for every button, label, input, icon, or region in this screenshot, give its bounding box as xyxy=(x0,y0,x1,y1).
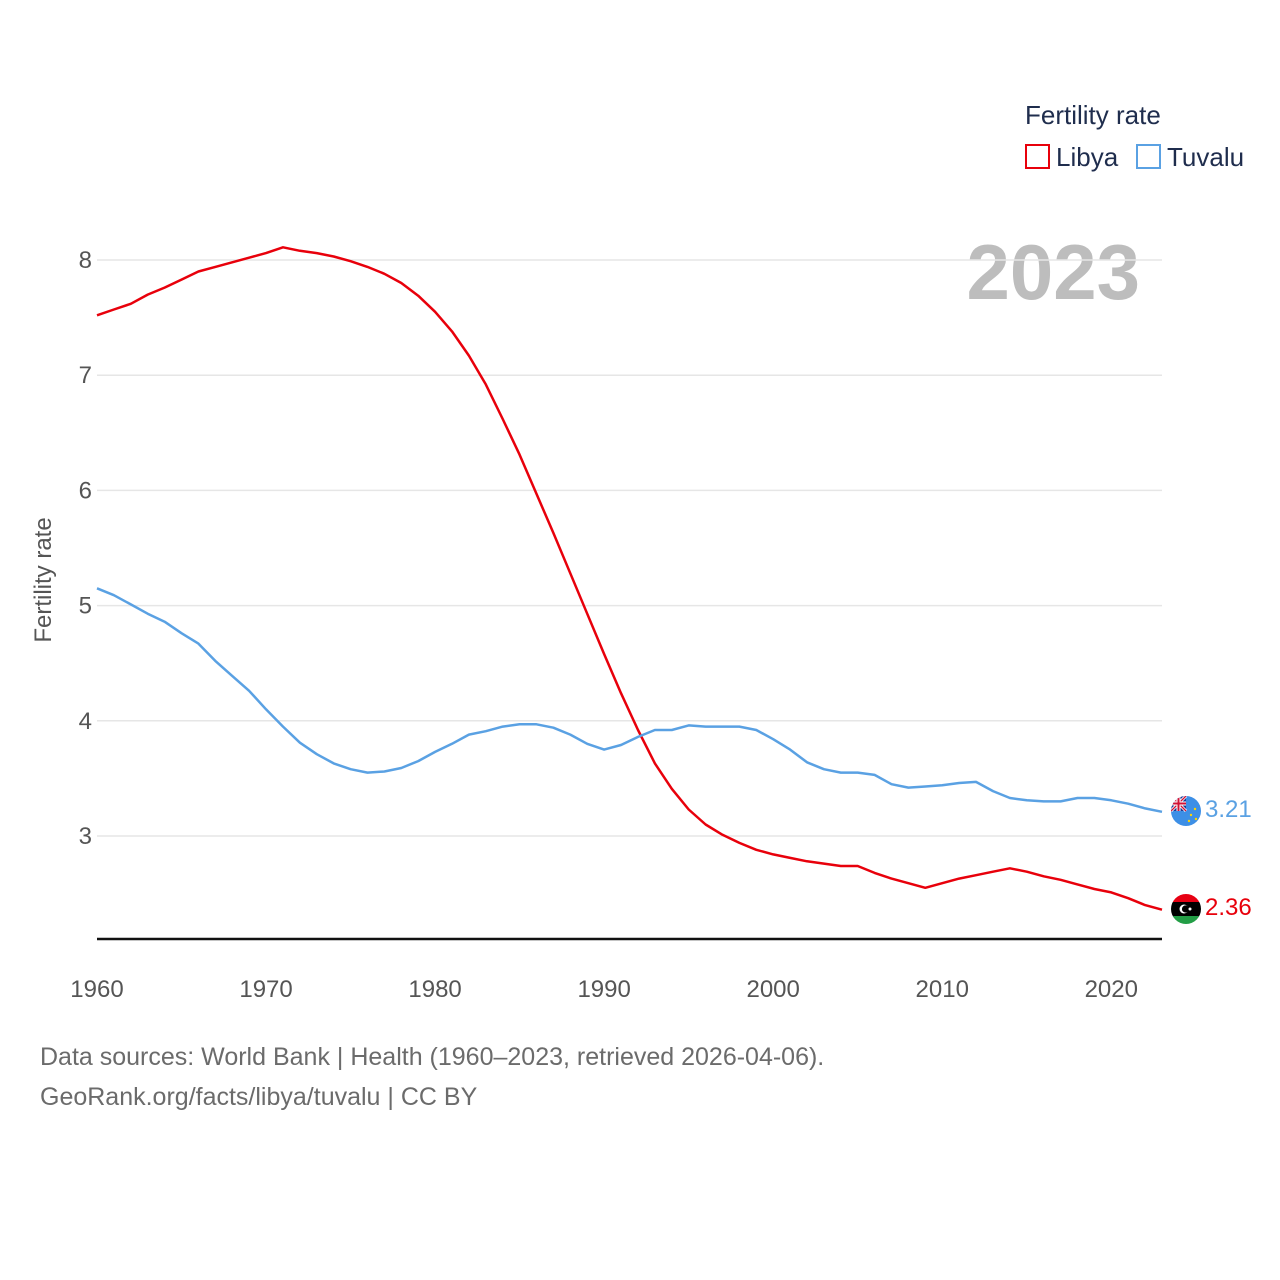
x-tick-labels: 1960 1970 1980 1990 2000 2010 2020 xyxy=(70,976,1138,1003)
tuvalu-flag-marker xyxy=(1171,796,1201,826)
y-tick-label: 5 xyxy=(79,593,92,620)
x-tick-label: 2010 xyxy=(916,976,969,1003)
y-tick-label: 7 xyxy=(79,362,92,389)
footer-sources: Data sources: World Bank | Health (1960–… xyxy=(40,1043,825,1071)
x-tick-label: 1960 xyxy=(70,976,123,1003)
series-line-libya xyxy=(96,246,1163,911)
x-tick-label: 1990 xyxy=(577,976,630,1003)
year-watermark: 2023 xyxy=(966,228,1140,316)
x-tick-label: 1980 xyxy=(408,976,461,1003)
legend-swatch-tuvalu xyxy=(1136,144,1161,169)
y-tick-label: 8 xyxy=(79,247,92,274)
x-tick-label: 2000 xyxy=(746,976,799,1003)
footer-link[interactable]: GeoRank.org/facts/libya/tuvalu | CC BY xyxy=(40,1083,478,1111)
legend-label-libya: Libya xyxy=(1056,142,1119,172)
series-lines xyxy=(96,246,1163,911)
gridlines xyxy=(97,259,1162,837)
legend: Fertility rate Libya Tuvalu xyxy=(1025,100,1244,172)
y-tick-label: 3 xyxy=(79,823,92,850)
y-tick-label: 4 xyxy=(79,708,92,735)
end-label-tuvalu: 3.21 xyxy=(1205,796,1252,823)
y-tick-label: 6 xyxy=(79,477,92,504)
series-line-tuvalu xyxy=(96,587,1163,814)
legend-title: Fertility rate xyxy=(1025,100,1161,130)
y-tick-labels: 3 4 5 6 7 8 xyxy=(79,247,92,850)
x-tick-label: 1970 xyxy=(239,976,292,1003)
libya-flag-marker xyxy=(1171,894,1201,924)
legend-swatch-libya xyxy=(1025,144,1050,169)
y-axis-label: Fertility rate xyxy=(30,517,57,642)
end-label-libya: 2.36 xyxy=(1205,894,1252,921)
legend-label-tuvalu: Tuvalu xyxy=(1167,142,1244,172)
x-tick-label: 2020 xyxy=(1085,976,1138,1003)
